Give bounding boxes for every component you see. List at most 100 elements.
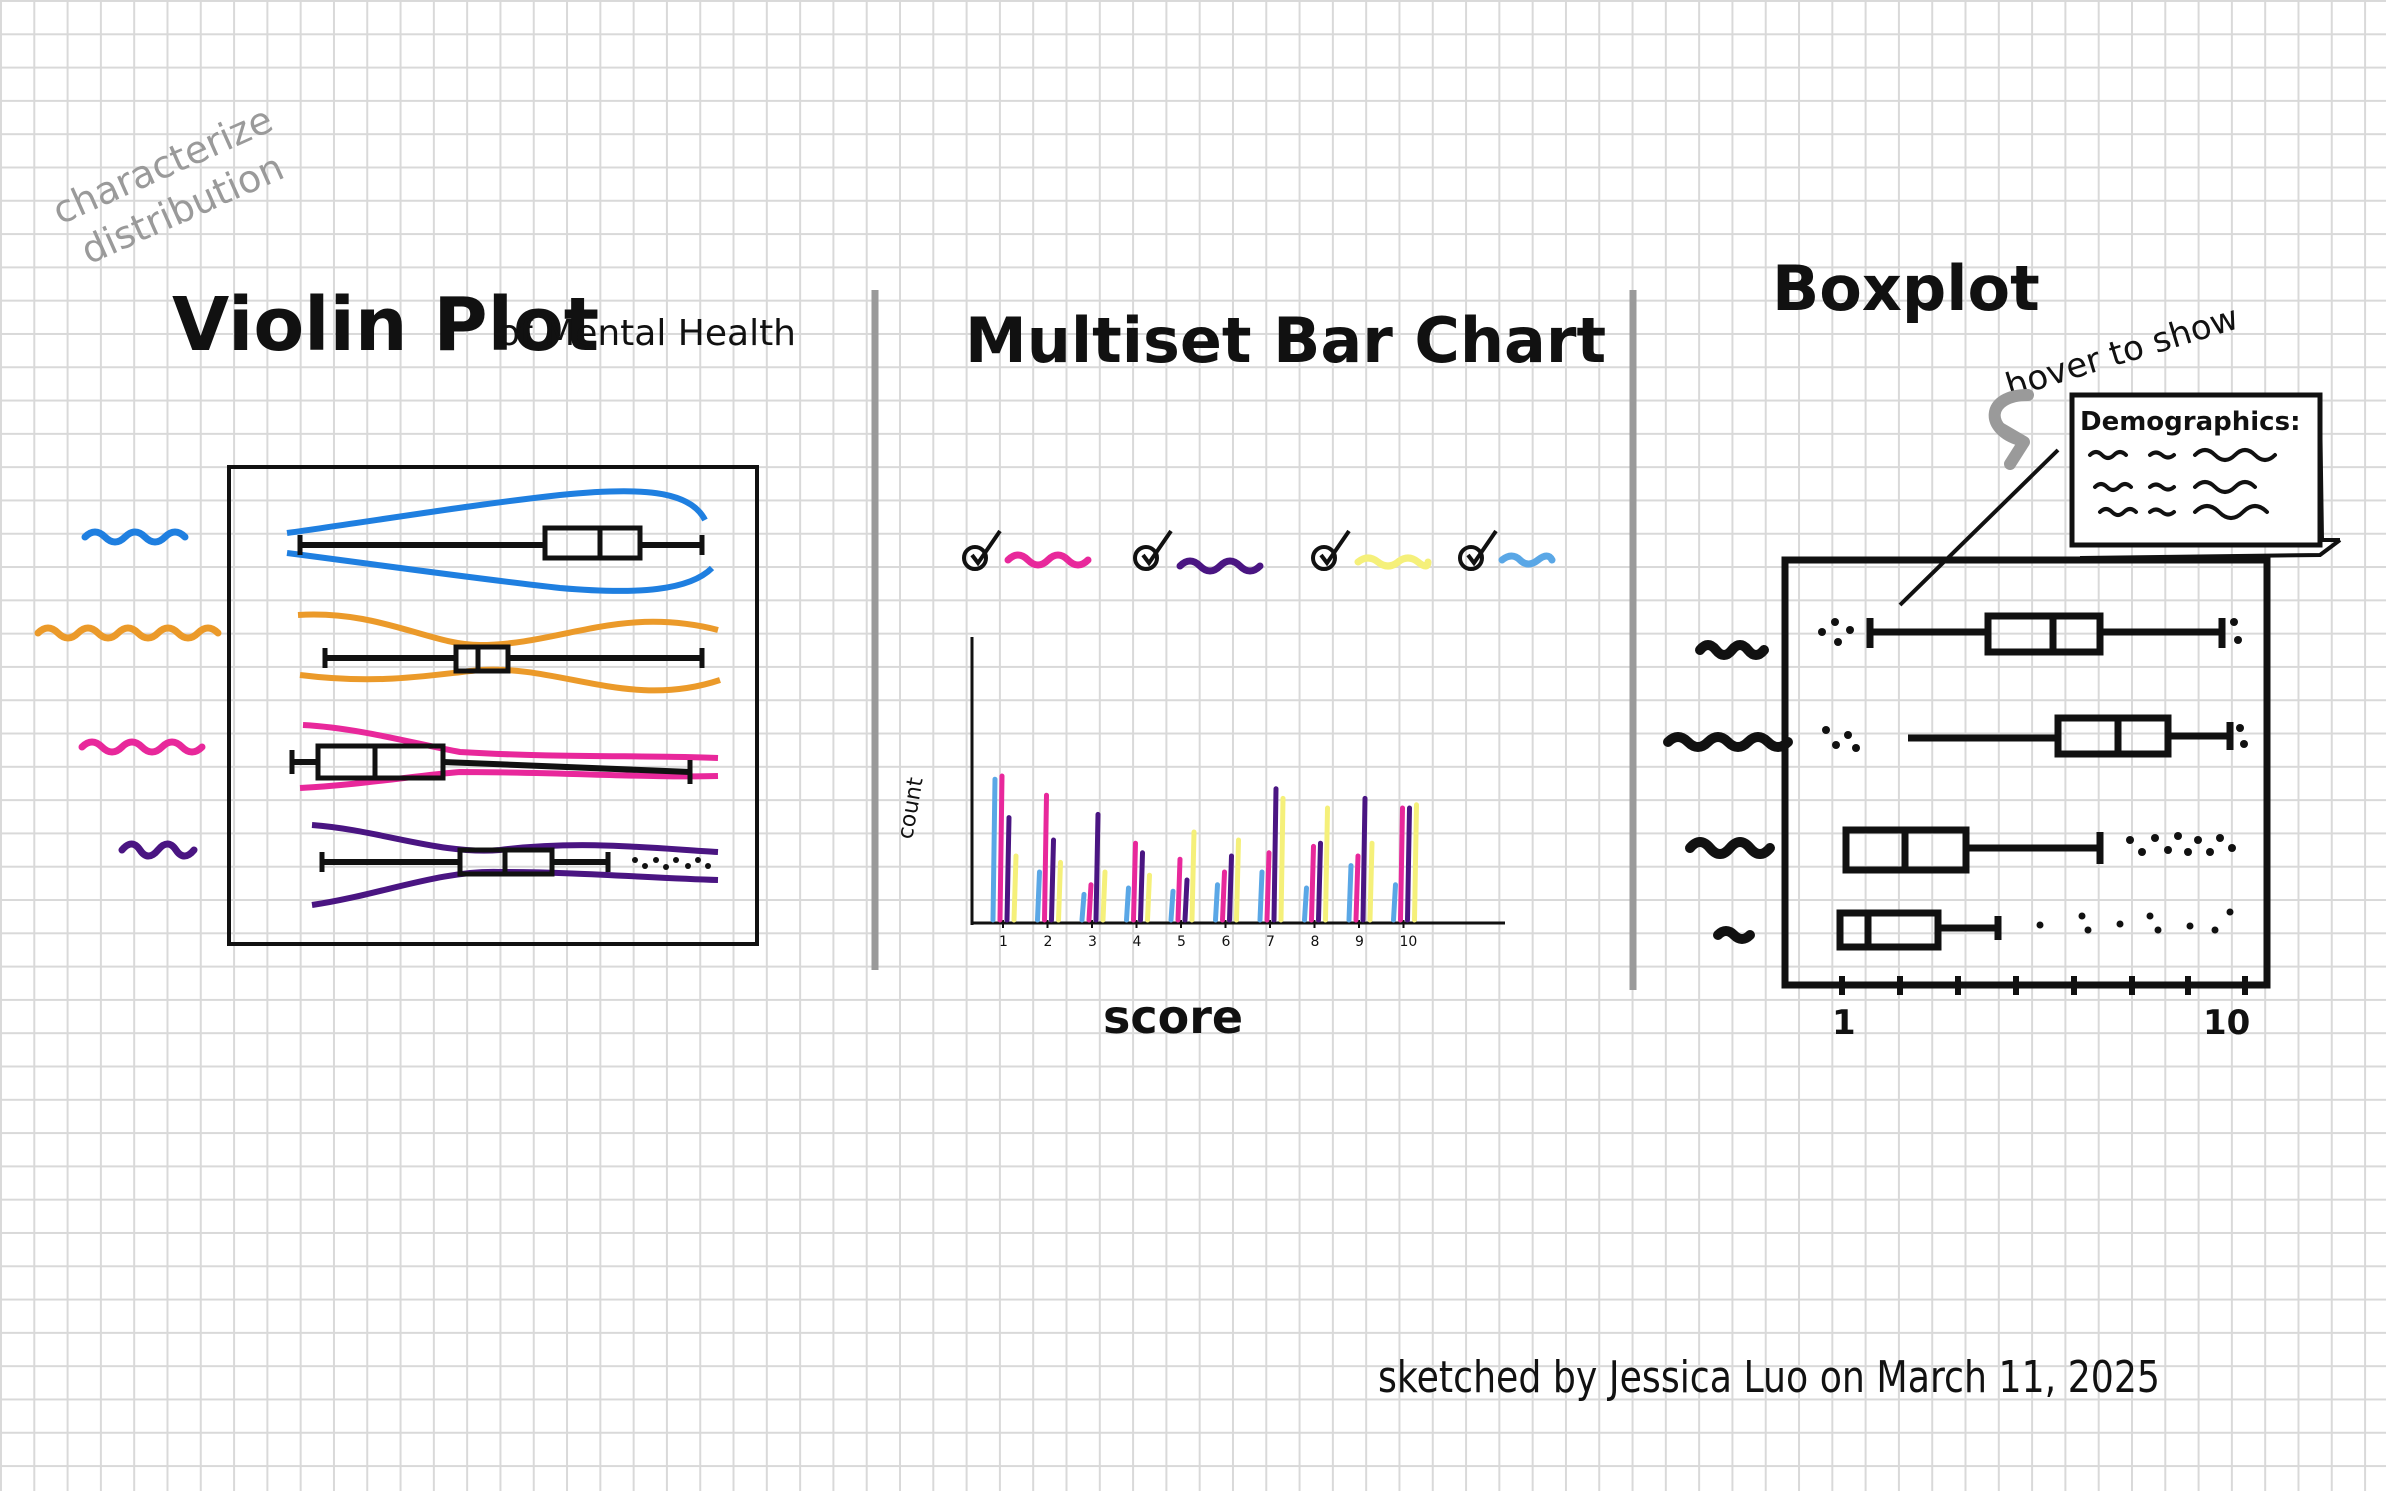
bar-mark: [1213, 882, 1220, 923]
violin-blue-top: [286, 488, 708, 536]
checkmark-icon: [1319, 529, 1351, 567]
bar-mark: [1189, 829, 1197, 923]
bar-mark: [1234, 837, 1241, 923]
bar-mark: [1100, 869, 1108, 923]
boxplot-label-1: [1695, 640, 1769, 660]
bar-tick-label: 9: [1355, 934, 1364, 950]
bar-ticks: 1 2 3 4 5 6 7 8 9 10: [999, 920, 1417, 950]
bar-marks: [990, 773, 1419, 923]
bar-mark: [1145, 872, 1152, 923]
bar-mark: [1271, 786, 1279, 923]
violin-blue-bottom: [286, 550, 715, 594]
checkbox-icon: [1458, 545, 1484, 571]
bar-tick-label: 2: [1044, 934, 1053, 950]
bar-tick-label: 1: [999, 934, 1008, 950]
tooltip-scribbles: [2088, 448, 2277, 520]
bar-tick-label: 8: [1311, 934, 1320, 950]
bar-mark: [1227, 853, 1234, 923]
bar-mark: [1316, 840, 1323, 923]
violin-pink-whisker-high: [442, 759, 691, 775]
bar-mark: [990, 776, 998, 923]
bar-mark: [1391, 882, 1398, 923]
bar-mark: [1302, 885, 1309, 923]
bar-tick-label: 6: [1222, 934, 1231, 950]
violin-orange-top: [297, 611, 719, 649]
bar-legend-yellow[interactable]: [1311, 529, 1432, 571]
bar-legend-lightblue[interactable]: [1458, 529, 1556, 571]
bar-mark: [1309, 843, 1316, 923]
boxplot-label-3: [1685, 837, 1775, 859]
tooltip-title: Demographics:: [2080, 407, 2300, 437]
legend-swatch-pink: [1004, 551, 1092, 569]
bar-xlabel: score: [1103, 990, 1243, 1044]
bar-mark: [1398, 805, 1405, 923]
bar-mark: [1264, 850, 1272, 923]
checkmark-icon: [970, 529, 1002, 567]
bar-mark: [1220, 869, 1227, 923]
bar-mark: [1086, 882, 1094, 923]
boxplot-title: Boxplot: [1772, 252, 2040, 325]
bar-mark: [1278, 795, 1286, 923]
bar-mark: [1353, 853, 1361, 923]
violin-pink-top: [302, 722, 719, 761]
bar-mark: [1257, 869, 1265, 923]
bar-legend-purple[interactable]: [1133, 529, 1264, 575]
tooltip-box: [2069, 392, 2323, 548]
violin-legend-orange: [34, 624, 222, 642]
credit-line: sketched by Jessica Luo on March 11, 202…: [1378, 1352, 2160, 1403]
bar-mark: [1405, 805, 1412, 923]
boxplot-axis-max: 10: [2203, 1003, 2250, 1043]
bar-legend-pink[interactable]: [962, 529, 1092, 571]
boxplot-axis-min: 1: [1832, 1003, 1856, 1043]
legend-swatch-purple: [1176, 557, 1264, 575]
bar-mark: [1346, 863, 1354, 923]
bar-mark: [1124, 885, 1131, 923]
bar-ylabel: count: [893, 775, 928, 841]
bar-mark: [1175, 856, 1183, 923]
bar-mark: [1131, 840, 1138, 923]
bar-mark: [1168, 888, 1176, 923]
legend-swatch-lightblue: [1498, 552, 1556, 568]
bar-mark: [1004, 815, 1012, 923]
bar-mark: [1360, 795, 1368, 923]
checkbox-icon: [1311, 545, 1337, 571]
bar-mark: [1367, 840, 1375, 923]
boxplot-row-4[interactable]: [1836, 908, 2234, 951]
bar-mark: [1049, 837, 1056, 923]
corner-note: characterize distribution: [46, 97, 290, 273]
bar-mark: [1182, 877, 1190, 923]
bar-mark: [1412, 802, 1419, 923]
boxplot-axis-ticks: [1839, 976, 2248, 995]
violin-legend-purple: [118, 840, 198, 860]
violin-title-main: Violin Plot: [172, 282, 599, 368]
bar-tick-label: 3: [1088, 934, 1097, 950]
boxplot-row-1[interactable]: [1818, 612, 2242, 656]
bar-mark: [1138, 850, 1145, 923]
bar-mark: [997, 773, 1005, 923]
violin-blue-box: [542, 525, 643, 561]
tooltip-pointer: [1898, 448, 2060, 607]
bar-legend: [962, 529, 1556, 575]
bar-mark: [1042, 792, 1049, 923]
bar-mark: [1323, 805, 1330, 923]
hover-arrowhead: [1994, 422, 2030, 470]
demographics-tooltip: Demographics:: [2069, 392, 2340, 548]
bar-mark: [1056, 859, 1063, 923]
boxplot-label-2: [1663, 732, 1793, 752]
bar-mark: [1093, 811, 1101, 923]
bar-tick-label: 4: [1133, 934, 1142, 950]
checkmark-icon: [1466, 529, 1498, 567]
violin-purple-bottom: [311, 868, 719, 908]
boxplot-frame: [1781, 556, 2271, 989]
bar-tick-label: 5: [1177, 934, 1186, 950]
violin-purple-outliers: [632, 857, 711, 870]
violin-title-sub: of Mental Health: [498, 313, 796, 354]
bar-tick-label: 10: [1400, 934, 1418, 950]
violin-legend-pink: [78, 738, 206, 756]
checkbox-icon: [1133, 545, 1159, 571]
boxplot-row-3[interactable]: [1842, 826, 2236, 874]
violin-pink-bottom: [299, 768, 719, 791]
boxplot-row-2[interactable]: [1822, 714, 2248, 758]
bar-title: Multiset Bar Chart: [965, 304, 1606, 377]
